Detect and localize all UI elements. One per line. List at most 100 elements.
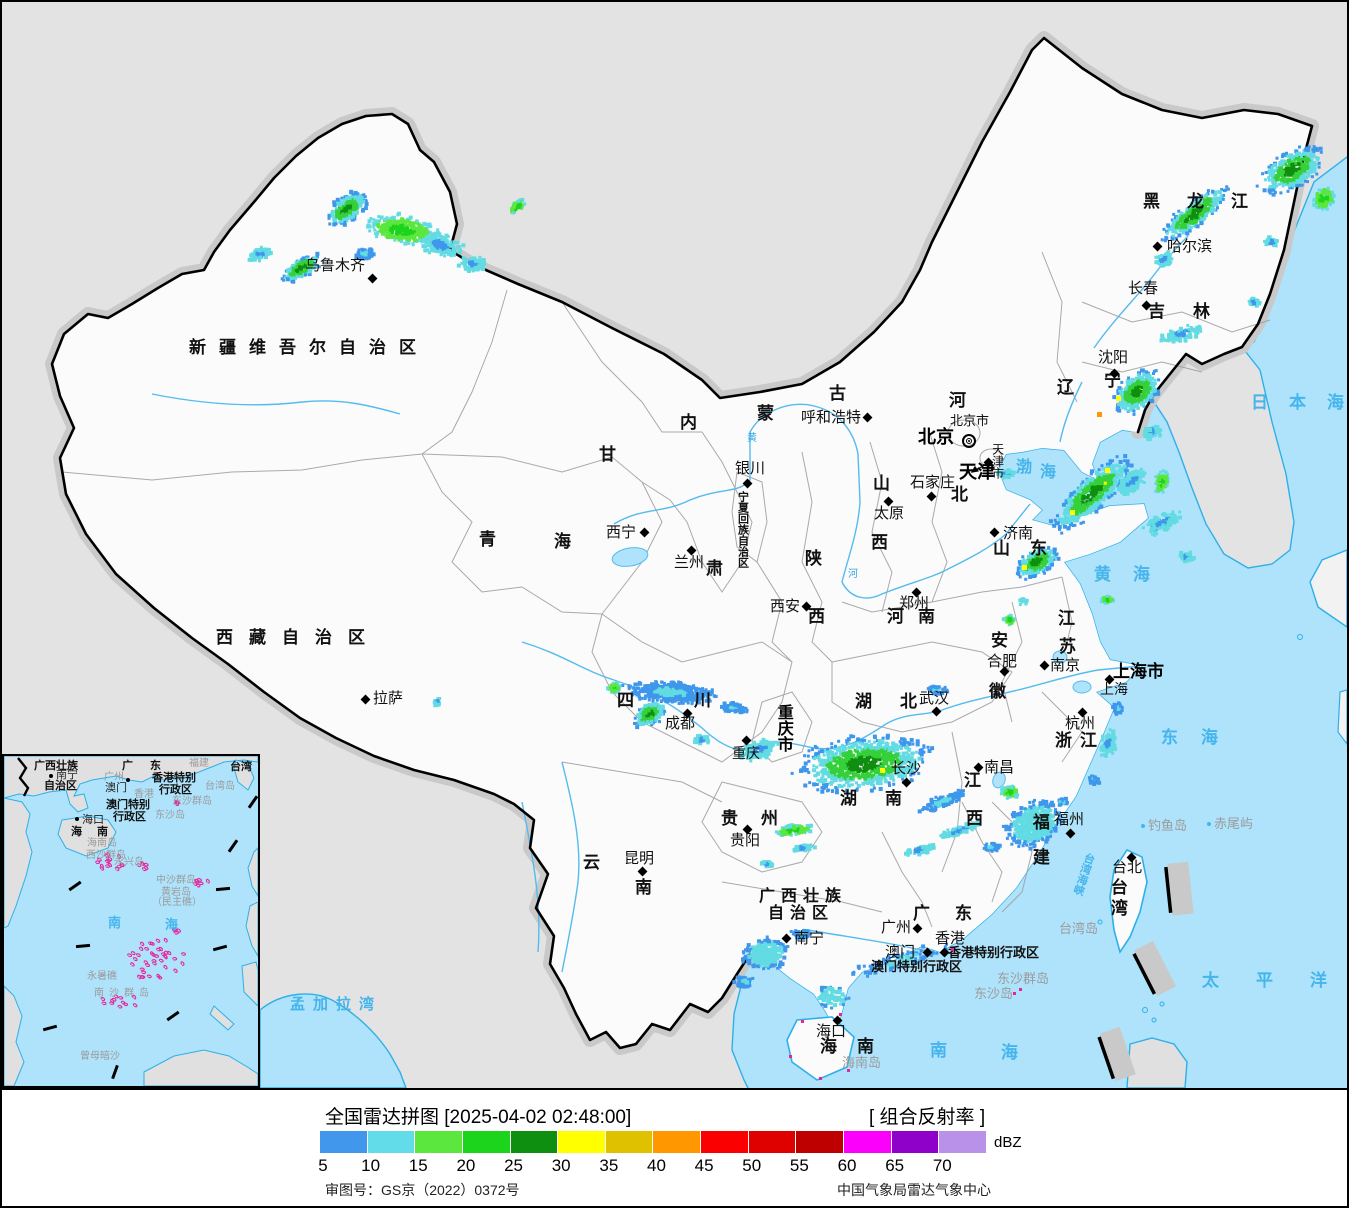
prov-label: 海南 [820, 1037, 894, 1056]
inset-ins-sea-label: 南 [108, 915, 122, 930]
agency-credit: 中国气象局雷达气象中心 [837, 1182, 991, 1198]
city-label: 广州 [881, 919, 912, 936]
prov-label: 川 [694, 691, 711, 710]
inset-ins-g-label: 永兴岛 [114, 857, 144, 868]
isl-label: 海南岛 [842, 1055, 882, 1070]
capital-marker [962, 434, 976, 448]
inset-ins-b-label: 东 [150, 760, 161, 772]
legend-title: 全国雷达拼图 [2025-04-02 02:48:00] [325, 1107, 632, 1128]
legend-tick-label: 60 [837, 1156, 857, 1175]
prov-label: 南 [635, 878, 652, 897]
inset-ins-g-label: （民主礁） [152, 897, 202, 908]
muni-label: 重庆市 [774, 704, 792, 752]
inset-ins-b-label: 行政区 [113, 811, 146, 823]
city-label: 济南 [1003, 525, 1034, 542]
legend-tick-label: 10 [361, 1156, 381, 1175]
island-dot [1207, 822, 1211, 826]
special-label: 澳门特别行政区 [871, 959, 963, 974]
prov-label: 徽 [989, 682, 1006, 701]
sea-label: 南 [930, 1041, 947, 1060]
isl-label: 东沙群岛 [997, 971, 1050, 986]
radar-echoes [247, 145, 1336, 1010]
prov-label: 古 [829, 384, 846, 403]
reef-marker [1018, 987, 1022, 991]
legend-color-cell [796, 1131, 845, 1153]
prov-label: 宁夏回族自治区 [736, 491, 749, 568]
city-label: 沈阳 [1098, 349, 1129, 366]
inset-ins-b-label: 澳门特别 [106, 799, 150, 811]
isl-label: 钓鱼岛 [1148, 818, 1188, 833]
city-label: 合肥 [987, 653, 1018, 670]
sea-label: 孟加拉湾 [290, 996, 383, 1013]
legend-color-cell [415, 1131, 463, 1153]
inset-ins-b-label: 南 [97, 826, 108, 838]
river-label: 黄 [747, 433, 757, 444]
china-landmass [52, 38, 1312, 1048]
inset-ins-b-label: 香港特别 [152, 772, 196, 784]
prov-label: 湖北 [855, 692, 945, 711]
city-label: 太原 [874, 505, 905, 522]
muni-label: 天津 [959, 462, 995, 482]
reef-marker [818, 1076, 822, 1080]
prov-label: 浙江 [1055, 731, 1105, 750]
city-label: 郑州 [899, 595, 930, 612]
prov-label: 广东 [913, 904, 997, 923]
city-label: 武汉 [919, 690, 950, 707]
prov-label: 内 [680, 413, 697, 432]
dbz-colorbar [320, 1131, 987, 1153]
inset-ins-b-label: 广 [122, 760, 133, 772]
prov-label: 陕 [805, 549, 822, 568]
prov-label: 吉林 [1148, 302, 1238, 321]
legend-tick-label: 20 [456, 1156, 476, 1175]
city-sm-label: 天津市 [990, 443, 1005, 479]
city-label: 南京 [1050, 657, 1081, 674]
prov-label: 贵州 [721, 809, 801, 828]
reef-marker [838, 1012, 842, 1016]
legend-color-cell [510, 1131, 559, 1153]
legend-color-cell [939, 1131, 987, 1153]
prov-label: 辽 [1057, 378, 1074, 397]
prov-label: 台湾 [1107, 878, 1127, 920]
prov-label: 苏 [1059, 637, 1076, 656]
city-label: 福州 [1054, 811, 1085, 828]
national-border [50, 36, 1314, 1050]
island-dot [1141, 824, 1145, 828]
city-label: 杭州 [1065, 715, 1096, 732]
inset-ins-sea-label: 海 [165, 917, 179, 932]
nine-dash-segments [1097, 861, 1194, 1081]
city-label: 拉萨 [373, 690, 404, 707]
sea-label: 海 [1001, 1043, 1018, 1062]
dbz-unit-label: dBZ [994, 1134, 1022, 1151]
prov-label: 江 [1058, 609, 1075, 628]
legend-tick-label: 50 [742, 1156, 762, 1175]
tianjin-arrow [970, 463, 988, 473]
prov-label: 广西壮族 [759, 888, 848, 905]
inset-ins-g-label: 东沙岛 [155, 810, 185, 821]
inset-ins-g-label: 海南岛 [87, 838, 117, 849]
city-label: 哈尔滨 [1167, 238, 1213, 255]
inset-ins-g-label: 广州 [104, 772, 124, 783]
legend-color-cell [844, 1131, 892, 1153]
city-label: 长沙 [891, 760, 922, 777]
city-label: 长春 [1128, 280, 1159, 297]
city-label: 西宁 [606, 524, 637, 541]
prov-label: 甘 [599, 445, 616, 464]
prov-label: 云 [583, 853, 600, 872]
city-label: 香港 [935, 930, 966, 947]
inset-ins-label: 南宁 [56, 769, 78, 781]
inset-ins-g-label: 黄岩岛 [161, 887, 191, 898]
legend-tick-label: 15 [408, 1156, 428, 1175]
prov-label: 肃 [706, 559, 723, 578]
map-approval-number: 审图号：GS京（2022）0372号 [325, 1182, 520, 1198]
inset-ins-g-label: 曾母暗沙 [80, 1051, 120, 1062]
isl-label: 台湾岛 [1059, 921, 1099, 936]
prov-label: 四 [617, 691, 634, 710]
city-label: 南昌 [984, 759, 1015, 776]
city-label: 贵阳 [730, 832, 761, 849]
kyushu-island [1309, 549, 1347, 628]
sea-label: 东海 [1161, 728, 1241, 747]
isl-label: 赤尾屿 [1214, 816, 1254, 831]
city-label: 银川 [735, 460, 766, 477]
sea-bay-of-bengal [259, 993, 407, 1088]
